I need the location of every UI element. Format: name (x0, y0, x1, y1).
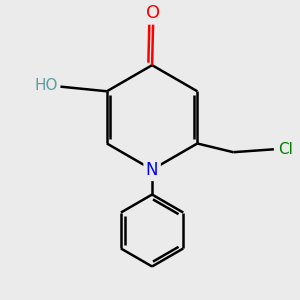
Text: Cl: Cl (278, 142, 293, 157)
Text: N: N (146, 160, 158, 178)
Text: O: O (146, 4, 160, 22)
Text: HO: HO (34, 78, 58, 93)
